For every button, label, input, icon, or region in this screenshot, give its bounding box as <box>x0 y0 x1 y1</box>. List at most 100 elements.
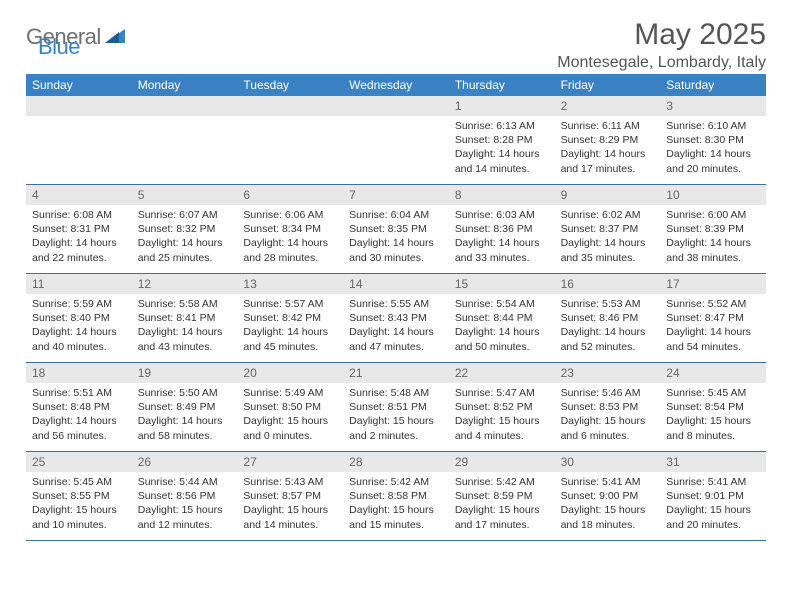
sunset-text: Sunset: 8:37 PM <box>561 222 655 236</box>
daylight-text: Daylight: 14 hours and 56 minutes. <box>32 414 126 442</box>
day-cell: 14Sunrise: 5:55 AMSunset: 8:43 PMDayligh… <box>343 274 449 362</box>
daylight-text: Daylight: 14 hours and 20 minutes. <box>666 147 760 175</box>
day-body: Sunrise: 5:50 AMSunset: 8:49 PMDaylight:… <box>132 383 238 449</box>
day-number: 23 <box>555 363 661 383</box>
sunrise-text: Sunrise: 6:11 AM <box>561 119 655 133</box>
day-number: 6 <box>237 185 343 205</box>
sunrise-text: Sunrise: 5:58 AM <box>138 297 232 311</box>
day-cell: 26Sunrise: 5:44 AMSunset: 8:56 PMDayligh… <box>132 452 238 540</box>
day-cell: 19Sunrise: 5:50 AMSunset: 8:49 PMDayligh… <box>132 363 238 451</box>
sunrise-text: Sunrise: 6:08 AM <box>32 208 126 222</box>
daylight-text: Daylight: 14 hours and 47 minutes. <box>349 325 443 353</box>
day-number: 29 <box>449 452 555 472</box>
week-row: 4Sunrise: 6:08 AMSunset: 8:31 PMDaylight… <box>26 185 766 274</box>
weekday-header: Tuesday <box>237 74 343 96</box>
daylight-text: Daylight: 15 hours and 12 minutes. <box>138 503 232 531</box>
daylight-text: Daylight: 15 hours and 2 minutes. <box>349 414 443 442</box>
weekday-header: Sunday <box>26 74 132 96</box>
day-body: Sunrise: 5:48 AMSunset: 8:51 PMDaylight:… <box>343 383 449 449</box>
sunset-text: Sunset: 8:48 PM <box>32 400 126 414</box>
day-number: 31 <box>660 452 766 472</box>
day-body: Sunrise: 5:51 AMSunset: 8:48 PMDaylight:… <box>26 383 132 449</box>
weekday-header: Wednesday <box>343 74 449 96</box>
day-body: Sunrise: 6:03 AMSunset: 8:36 PMDaylight:… <box>449 205 555 271</box>
sunrise-text: Sunrise: 5:41 AM <box>666 475 760 489</box>
weekday-header: Friday <box>555 74 661 96</box>
day-number: 14 <box>343 274 449 294</box>
daylight-text: Daylight: 14 hours and 45 minutes. <box>243 325 337 353</box>
weekday-header: Saturday <box>660 74 766 96</box>
sunrise-text: Sunrise: 5:42 AM <box>455 475 549 489</box>
sunset-text: Sunset: 8:32 PM <box>138 222 232 236</box>
sunrise-text: Sunrise: 5:55 AM <box>349 297 443 311</box>
daylight-text: Daylight: 14 hours and 38 minutes. <box>666 236 760 264</box>
sunrise-text: Sunrise: 6:03 AM <box>455 208 549 222</box>
day-cell: 25Sunrise: 5:45 AMSunset: 8:55 PMDayligh… <box>26 452 132 540</box>
daylight-text: Daylight: 15 hours and 17 minutes. <box>455 503 549 531</box>
day-number: 1 <box>449 96 555 116</box>
day-body: Sunrise: 5:49 AMSunset: 8:50 PMDaylight:… <box>237 383 343 449</box>
week-row: 18Sunrise: 5:51 AMSunset: 8:48 PMDayligh… <box>26 363 766 452</box>
day-number: 15 <box>449 274 555 294</box>
day-body: Sunrise: 5:55 AMSunset: 8:43 PMDaylight:… <box>343 294 449 360</box>
day-number: 18 <box>26 363 132 383</box>
day-cell: 16Sunrise: 5:53 AMSunset: 8:46 PMDayligh… <box>555 274 661 362</box>
day-body: Sunrise: 5:42 AMSunset: 8:59 PMDaylight:… <box>449 472 555 538</box>
day-cell: 28Sunrise: 5:42 AMSunset: 8:58 PMDayligh… <box>343 452 449 540</box>
day-number: 25 <box>26 452 132 472</box>
day-cell: 4Sunrise: 6:08 AMSunset: 8:31 PMDaylight… <box>26 185 132 273</box>
sunrise-text: Sunrise: 5:50 AM <box>138 386 232 400</box>
day-cell: 27Sunrise: 5:43 AMSunset: 8:57 PMDayligh… <box>237 452 343 540</box>
calendar-page: General May 2025 Montesegale, Lombardy, … <box>0 0 792 541</box>
sunrise-text: Sunrise: 5:43 AM <box>243 475 337 489</box>
sunset-text: Sunset: 8:40 PM <box>32 311 126 325</box>
sunrise-text: Sunrise: 5:53 AM <box>561 297 655 311</box>
daylight-text: Daylight: 15 hours and 14 minutes. <box>243 503 337 531</box>
day-cell <box>26 96 132 184</box>
day-body: Sunrise: 5:45 AMSunset: 8:54 PMDaylight:… <box>660 383 766 449</box>
week-row: 25Sunrise: 5:45 AMSunset: 8:55 PMDayligh… <box>26 452 766 541</box>
day-number: 21 <box>343 363 449 383</box>
daylight-text: Daylight: 15 hours and 20 minutes. <box>666 503 760 531</box>
day-number: 8 <box>449 185 555 205</box>
daylight-text: Daylight: 15 hours and 18 minutes. <box>561 503 655 531</box>
brand-part2: Blue <box>38 34 80 59</box>
day-cell: 12Sunrise: 5:58 AMSunset: 8:41 PMDayligh… <box>132 274 238 362</box>
sunset-text: Sunset: 8:28 PM <box>455 133 549 147</box>
day-cell: 2Sunrise: 6:11 AMSunset: 8:29 PMDaylight… <box>555 96 661 184</box>
sunset-text: Sunset: 8:31 PM <box>32 222 126 236</box>
day-cell <box>237 96 343 184</box>
day-number: 13 <box>237 274 343 294</box>
day-body: Sunrise: 6:07 AMSunset: 8:32 PMDaylight:… <box>132 205 238 271</box>
day-number: 10 <box>660 185 766 205</box>
day-body: Sunrise: 6:10 AMSunset: 8:30 PMDaylight:… <box>660 116 766 182</box>
day-cell: 8Sunrise: 6:03 AMSunset: 8:36 PMDaylight… <box>449 185 555 273</box>
day-number: 12 <box>132 274 238 294</box>
day-cell: 11Sunrise: 5:59 AMSunset: 8:40 PMDayligh… <box>26 274 132 362</box>
day-cell: 13Sunrise: 5:57 AMSunset: 8:42 PMDayligh… <box>237 274 343 362</box>
day-body: Sunrise: 5:58 AMSunset: 8:41 PMDaylight:… <box>132 294 238 360</box>
week-row: 1Sunrise: 6:13 AMSunset: 8:28 PMDaylight… <box>26 96 766 185</box>
day-cell: 9Sunrise: 6:02 AMSunset: 8:37 PMDaylight… <box>555 185 661 273</box>
sunrise-text: Sunrise: 6:06 AM <box>243 208 337 222</box>
sunrise-text: Sunrise: 6:02 AM <box>561 208 655 222</box>
day-cell: 23Sunrise: 5:46 AMSunset: 8:53 PMDayligh… <box>555 363 661 451</box>
sunrise-text: Sunrise: 6:10 AM <box>666 119 760 133</box>
day-cell: 30Sunrise: 5:41 AMSunset: 9:00 PMDayligh… <box>555 452 661 540</box>
sunset-text: Sunset: 8:42 PM <box>243 311 337 325</box>
day-number: 24 <box>660 363 766 383</box>
day-body: Sunrise: 5:59 AMSunset: 8:40 PMDaylight:… <box>26 294 132 360</box>
daylight-text: Daylight: 15 hours and 0 minutes. <box>243 414 337 442</box>
day-body: Sunrise: 5:41 AMSunset: 9:00 PMDaylight:… <box>555 472 661 538</box>
day-number: 5 <box>132 185 238 205</box>
day-cell: 7Sunrise: 6:04 AMSunset: 8:35 PMDaylight… <box>343 185 449 273</box>
sunset-text: Sunset: 8:59 PM <box>455 489 549 503</box>
day-cell: 24Sunrise: 5:45 AMSunset: 8:54 PMDayligh… <box>660 363 766 451</box>
day-number: 3 <box>660 96 766 116</box>
daylight-text: Daylight: 15 hours and 6 minutes. <box>561 414 655 442</box>
sunrise-text: Sunrise: 5:44 AM <box>138 475 232 489</box>
sunrise-text: Sunrise: 5:47 AM <box>455 386 549 400</box>
sunset-text: Sunset: 9:00 PM <box>561 489 655 503</box>
daylight-text: Daylight: 14 hours and 30 minutes. <box>349 236 443 264</box>
sunset-text: Sunset: 8:49 PM <box>138 400 232 414</box>
